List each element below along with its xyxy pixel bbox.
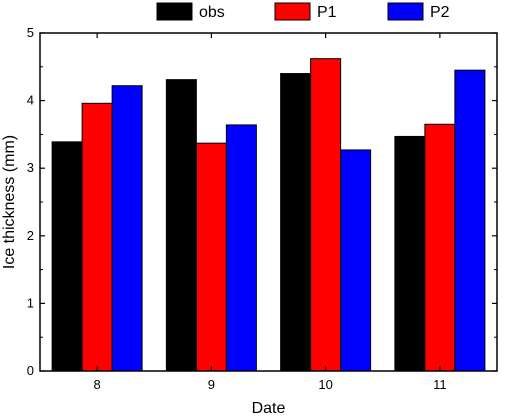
legend-label-P1: P1 <box>317 4 337 21</box>
x-tick-label: 8 <box>94 377 101 392</box>
y-tick-label: 4 <box>27 93 34 108</box>
x-axis-label: Date <box>252 400 286 417</box>
legend-swatch-obs <box>156 2 193 21</box>
bar-obs-10 <box>280 73 312 372</box>
bar-P1-8 <box>81 102 113 372</box>
y-tick-label: 1 <box>27 295 34 310</box>
legend-label-obs: obs <box>199 4 225 21</box>
y-tick-label: 3 <box>27 160 34 175</box>
y-tick-label: 5 <box>27 25 34 40</box>
bar-P2-10 <box>340 149 372 372</box>
legend: obs P1 P2 <box>156 2 450 21</box>
x-tick-label: 10 <box>318 377 332 392</box>
y-axis: 0 1 2 3 4 5 <box>27 25 497 378</box>
x-tick-label: 9 <box>208 377 215 392</box>
bar-obs-8 <box>51 141 83 372</box>
bar-P2-11 <box>454 69 486 372</box>
y-tick-label: 2 <box>27 228 34 243</box>
legend-swatch-P1 <box>274 2 311 21</box>
x-axis: 8 9 10 11 <box>94 33 447 392</box>
bar-P2-9 <box>225 124 257 372</box>
legend-swatch-P2 <box>387 2 424 21</box>
x-tick-label: 11 <box>433 377 447 392</box>
y-tick-label: 0 <box>27 363 34 378</box>
bar-obs-9 <box>165 79 197 372</box>
bar-P2-8 <box>111 85 143 372</box>
y-axis-label: Ice thickness (mm) <box>1 135 18 269</box>
bars-layer <box>51 58 486 372</box>
bar-obs-11 <box>394 135 426 372</box>
bar-P1-11 <box>424 123 456 372</box>
bar-P1-10 <box>310 58 342 372</box>
bar-P1-9 <box>195 142 227 372</box>
legend-label-P2: P2 <box>430 4 450 21</box>
